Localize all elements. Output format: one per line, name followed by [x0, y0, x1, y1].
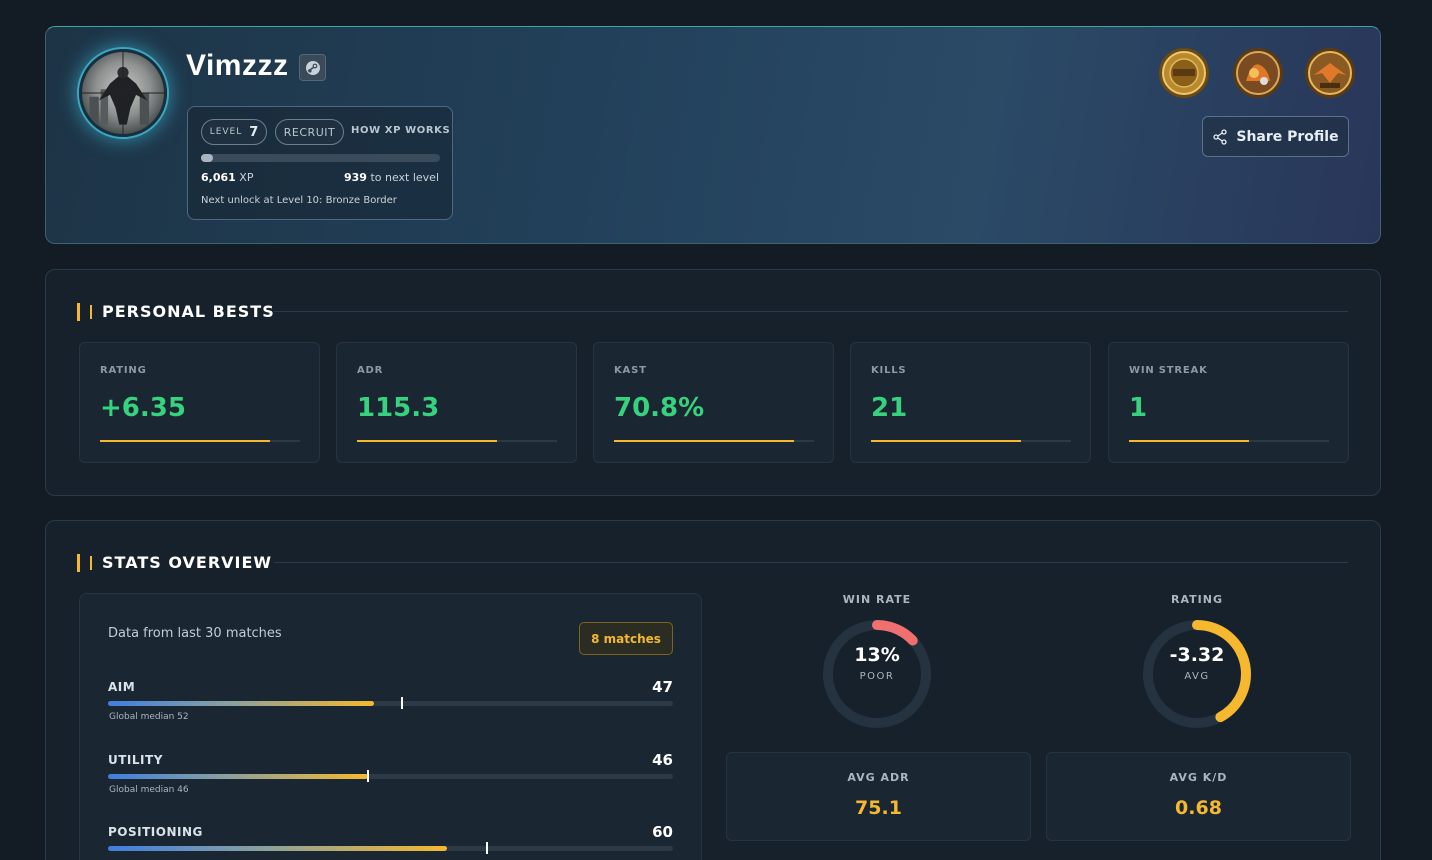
share-profile-button[interactable]: Share Profile: [1202, 116, 1349, 157]
matches-badge[interactable]: 8 matches: [579, 622, 673, 655]
section-accent: [77, 302, 80, 321]
skill-bar-fill: [108, 774, 368, 779]
win-rate-value: 13%: [854, 644, 900, 666]
username: Vimzzz: [186, 49, 289, 82]
personal-best-track: [614, 440, 814, 442]
fire-medal[interactable]: [1232, 47, 1284, 99]
personal-best-value: 21: [871, 393, 908, 423]
level-number: 7: [249, 124, 259, 140]
level-pill: LEVEL 7: [201, 119, 267, 145]
skill-value: 60: [652, 823, 673, 841]
personal-bests-heading: PERSONAL BESTS: [77, 302, 275, 321]
steam-icon[interactable]: [299, 54, 326, 81]
personal-best-fill: [1129, 440, 1249, 442]
median-marker: [485, 842, 488, 854]
next-level-value: 939: [343, 171, 367, 184]
avg-adr-value: 75.1: [855, 797, 902, 819]
rank-pill: RECRUIT: [275, 119, 344, 145]
xp-panel: LEVEL 7 RECRUIT HOW XP WORKS 6,061 XP 93…: [187, 106, 453, 220]
skill-bar: [108, 774, 673, 779]
win-rate-title: WIN RATE: [842, 593, 912, 606]
median-marker: [366, 770, 369, 782]
skill-breakdown-card: Data from last 30 matches 8 matches AIM 4…: [79, 593, 702, 860]
personal-best-label: WIN STREAK: [1129, 365, 1208, 376]
stats-overview-title: STATS OVERVIEW: [102, 553, 273, 572]
personal-best-fill: [871, 440, 1021, 442]
personal-best-fill: [357, 440, 497, 442]
how-xp-works-link[interactable]: HOW XP WORKS: [351, 125, 451, 136]
stats-overview-section: STATS OVERVIEW Data from last 30 matches…: [45, 520, 1381, 860]
xp-progress-bar: [201, 154, 440, 162]
section-divider: [274, 311, 1348, 312]
section-accent: [77, 553, 80, 572]
skill-bar: [108, 701, 673, 706]
personal-bests-section: PERSONAL BESTS RATING +6.35 ADR 115.3 KAST 70…: [45, 269, 1381, 496]
skill-value: 46: [652, 751, 673, 769]
avg-kd-value: 0.68: [1175, 797, 1222, 819]
avg-adr-label: AVG ADR: [847, 771, 910, 784]
personal-best-card: KILLS 21: [850, 342, 1091, 463]
personal-best-label: KAST: [614, 365, 647, 376]
avg-adr-card: AVG ADR 75.1: [726, 752, 1031, 841]
personal-best-label: ADR: [357, 365, 384, 376]
avatar[interactable]: [79, 49, 167, 137]
personal-best-label: KILLS: [871, 365, 907, 376]
xp-to-next-level: 939 to next level: [344, 171, 439, 184]
personal-best-track: [1129, 440, 1329, 442]
season-1-medal[interactable]: [1158, 47, 1210, 99]
skill-bar-fill: [108, 846, 447, 851]
rating-value: -3.32: [1169, 644, 1225, 666]
section-accent: [90, 555, 92, 570]
rating-grade: AVG: [1184, 671, 1210, 682]
share-profile-label: Share Profile: [1236, 128, 1339, 145]
personal-best-label: RATING: [100, 365, 147, 376]
personal-best-card: WIN STREAK 1: [1108, 342, 1349, 463]
win-rate-arc: [823, 620, 931, 728]
skill-value: 47: [652, 678, 673, 696]
stats-overview-heading: STATS OVERVIEW: [77, 553, 272, 572]
personal-best-card: KAST 70.8%: [593, 342, 834, 463]
rating-title: RATING: [1171, 593, 1223, 606]
global-median-label: Global median 46: [109, 785, 189, 795]
rating-gauge: RATING -3.32 AVG: [1137, 593, 1257, 730]
next-level-text: to next level: [370, 171, 439, 184]
eagle-medal[interactable]: [1304, 47, 1356, 99]
avg-kd-card: AVG K/D 0.68: [1046, 752, 1351, 841]
rating-arc: [1143, 620, 1251, 728]
personal-best-value: 115.3: [357, 393, 440, 423]
xp-value: 6,061: [201, 171, 236, 184]
skill-name: UTILITY: [108, 753, 163, 767]
personal-best-value: +6.35: [100, 393, 186, 423]
personal-best-fill: [100, 440, 270, 442]
section-accent: [90, 304, 92, 319]
xp-current: 6,061 XP: [201, 171, 253, 184]
share-icon: [1213, 128, 1228, 145]
skill-name: AIM: [108, 680, 136, 694]
skill-name: POSITIONING: [108, 825, 203, 839]
next-unlock-text: Next unlock at Level 10: Bronze Border: [201, 195, 397, 206]
personal-best-fill: [614, 440, 794, 442]
median-marker: [400, 697, 403, 709]
win-rate-gauge: WIN RATE 13% POOR: [817, 593, 937, 730]
personal-best-card: RATING +6.35: [79, 342, 320, 463]
avg-kd-label: AVG K/D: [1169, 771, 1228, 784]
personal-bests-title: PERSONAL BESTS: [102, 302, 275, 321]
data-range-text: Data from last 30 matches: [108, 626, 282, 641]
win-rate-grade: POOR: [859, 671, 895, 682]
section-divider: [274, 562, 1348, 563]
xp-progress-fill: [201, 154, 213, 162]
personal-best-value: 70.8%: [614, 393, 705, 423]
personal-best-value: 1: [1129, 393, 1148, 423]
skill-bar: [108, 846, 673, 851]
level-label: LEVEL: [209, 127, 243, 137]
skill-bar-fill: [108, 701, 374, 706]
personal-best-card: ADR 115.3: [336, 342, 577, 463]
personal-best-track: [357, 440, 557, 442]
profile-header: Vimzzz LEVEL 7 RECRUIT HOW XP WORKS 6,06…: [45, 26, 1381, 244]
personal-best-track: [100, 440, 300, 442]
xp-unit: XP: [239, 171, 254, 184]
global-median-label: Global median 52: [109, 712, 189, 722]
personal-best-track: [871, 440, 1071, 442]
